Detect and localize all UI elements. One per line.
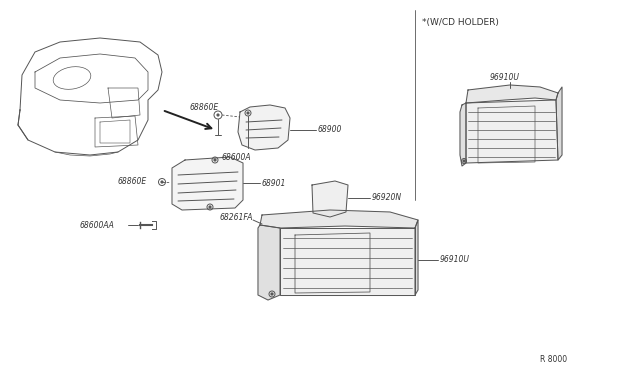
- Polygon shape: [415, 220, 418, 295]
- Text: R 8000: R 8000: [540, 356, 567, 365]
- Text: 68261FA: 68261FA: [220, 214, 253, 222]
- Polygon shape: [172, 157, 243, 210]
- Polygon shape: [466, 100, 558, 163]
- Text: 68860E: 68860E: [190, 103, 220, 112]
- Polygon shape: [238, 105, 290, 150]
- Polygon shape: [556, 87, 562, 160]
- Circle shape: [271, 293, 273, 295]
- Circle shape: [463, 160, 465, 162]
- Circle shape: [209, 206, 211, 208]
- Text: 68600AA: 68600AA: [80, 221, 115, 230]
- Circle shape: [214, 159, 216, 161]
- Polygon shape: [312, 181, 348, 217]
- Text: 68860E: 68860E: [118, 177, 147, 186]
- Text: 96910U: 96910U: [490, 74, 520, 83]
- Text: 96920N: 96920N: [372, 193, 402, 202]
- Text: 68900: 68900: [318, 125, 342, 135]
- Polygon shape: [460, 103, 466, 166]
- Text: 68901: 68901: [262, 179, 286, 187]
- Polygon shape: [280, 228, 415, 295]
- Circle shape: [217, 114, 219, 116]
- Text: *(W/CD HOLDER): *(W/CD HOLDER): [422, 17, 499, 26]
- Polygon shape: [466, 85, 558, 103]
- Polygon shape: [258, 225, 280, 300]
- Circle shape: [161, 181, 163, 183]
- Polygon shape: [260, 210, 418, 228]
- Circle shape: [247, 112, 249, 114]
- Text: 68600A: 68600A: [222, 154, 252, 163]
- Text: 96910U: 96910U: [440, 256, 470, 264]
